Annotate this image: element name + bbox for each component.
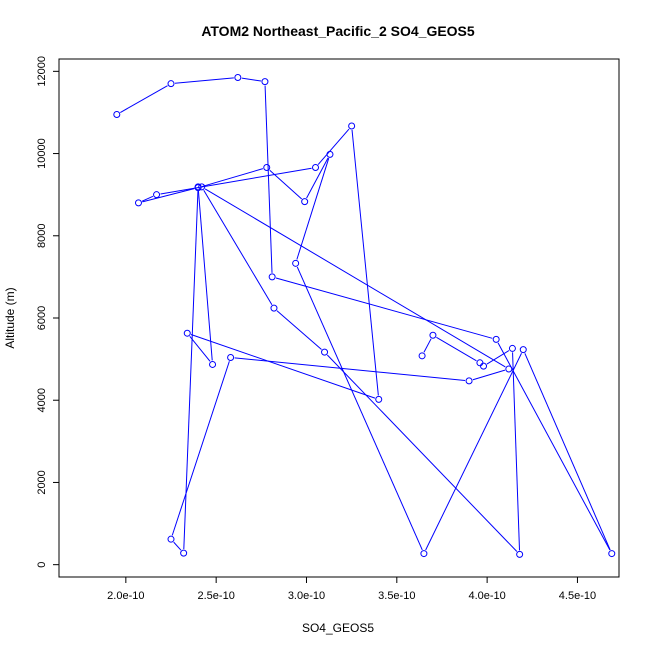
data-point — [270, 304, 278, 312]
y-tick-label: 0 — [36, 562, 48, 568]
x-tick-label: 4.5e-10 — [559, 590, 596, 602]
data-point — [476, 359, 484, 367]
series-segment — [486, 350, 510, 365]
x-tick-label: 4.0e-10 — [468, 590, 505, 602]
data-point — [516, 550, 524, 558]
series-segment — [436, 336, 477, 362]
data-point — [608, 550, 616, 558]
series-segment — [204, 188, 506, 368]
series-segment — [142, 188, 195, 203]
data-point — [326, 150, 334, 158]
y-tick-label: 4000 — [36, 388, 48, 412]
series-segment — [317, 128, 350, 165]
y-tick-label: 8000 — [36, 224, 48, 248]
series-segment — [351, 129, 379, 396]
series-segment — [326, 354, 518, 552]
series-segment — [203, 190, 273, 305]
y-axis: 0 2000 4000 6000 8000 10000 12000 — [36, 56, 59, 568]
x-axis-label: SO4_GEOS5 — [302, 621, 374, 635]
data-point — [268, 273, 276, 281]
data-point — [348, 122, 356, 130]
x-tick-label: 3.5e-10 — [378, 590, 415, 602]
data-point — [209, 360, 217, 368]
series-segment — [306, 157, 329, 199]
data-point — [183, 329, 191, 337]
y-tick-label: 2000 — [36, 470, 48, 494]
data-point — [180, 549, 188, 557]
series-segment — [296, 158, 330, 260]
series-segment — [512, 352, 521, 551]
series-segment — [241, 77, 262, 82]
y-tick-label: 12000 — [36, 56, 48, 87]
data-point — [519, 346, 527, 354]
data-point — [420, 550, 428, 558]
series-segment — [275, 277, 493, 339]
series-lines — [120, 77, 611, 552]
data-point — [375, 395, 383, 403]
data-point — [301, 198, 309, 206]
series-segment — [497, 342, 611, 551]
series-segment — [197, 190, 213, 361]
data-point — [261, 78, 269, 86]
series-segment — [189, 336, 211, 362]
chart-title: ATOM2 Northeast_Pacific_2 SO4_GEOS5 — [201, 23, 475, 39]
series-segment — [120, 85, 168, 113]
data-point — [194, 183, 202, 191]
data-point — [167, 80, 175, 88]
series-segment — [183, 190, 199, 550]
series-segment — [423, 338, 432, 353]
data-point — [263, 164, 271, 172]
series-segment — [141, 195, 154, 202]
data-point — [429, 331, 437, 339]
data-point — [234, 74, 242, 81]
data-point — [418, 352, 426, 360]
series-segment — [472, 369, 506, 381]
data-point — [508, 344, 516, 352]
series-segment — [160, 167, 312, 195]
x-tick-label: 3.0e-10 — [288, 590, 325, 602]
x-tick-label: 2.0e-10 — [107, 590, 144, 602]
series-segment — [524, 353, 611, 551]
series-segment — [234, 357, 466, 382]
series-segment — [296, 266, 423, 551]
series-segment — [264, 85, 273, 273]
x-tick-label: 2.5e-10 — [198, 590, 235, 602]
series-segment — [174, 77, 234, 84]
series-segment — [190, 334, 376, 399]
data-point — [292, 259, 300, 267]
series-segment — [276, 310, 322, 350]
data-point — [505, 365, 513, 373]
data-point — [227, 353, 235, 361]
series-points — [113, 74, 616, 558]
data-point — [492, 335, 500, 343]
data-point — [134, 199, 142, 207]
series-segment — [201, 168, 264, 188]
data-point — [153, 191, 161, 199]
y-axis-label: Altitude (m) — [3, 287, 17, 348]
series-segment — [425, 353, 522, 551]
series-segment — [269, 169, 303, 200]
data-point — [167, 535, 175, 543]
y-tick-label: 6000 — [36, 306, 48, 330]
data-point — [465, 377, 473, 385]
data-point — [113, 111, 121, 118]
data-point — [198, 183, 206, 191]
series-segment — [173, 541, 182, 551]
data-point — [321, 348, 329, 356]
y-tick-label: 10000 — [36, 138, 48, 169]
data-point — [312, 164, 320, 172]
series-segment — [171, 361, 230, 536]
x-axis: 2.0e-10 2.5e-10 3.0e-10 3.5e-10 4.0e-10 4.5e-… — [107, 577, 596, 602]
